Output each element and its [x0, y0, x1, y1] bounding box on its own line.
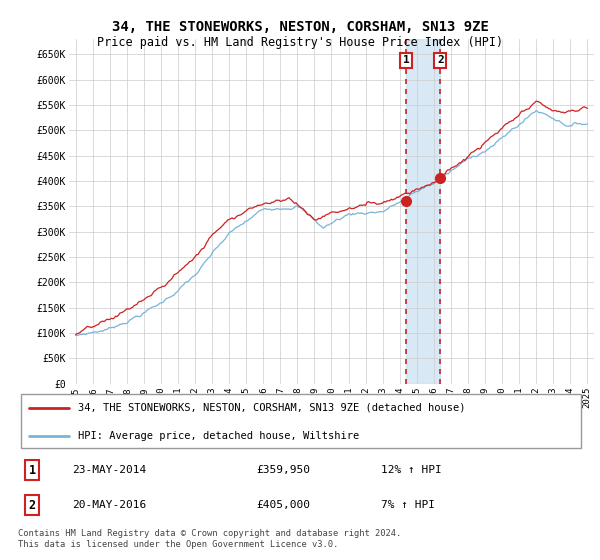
Bar [406, 39, 440, 384]
Text: 34, THE STONEWORKS, NESTON, CORSHAM, SN13 9ZE (detached house): 34, THE STONEWORKS, NESTON, CORSHAM, SN1… [77, 403, 465, 413]
Text: Price paid vs. HM Land Registry's House Price Index (HPI): Price paid vs. HM Land Registry's House … [97, 36, 503, 49]
Text: 7% ↑ HPI: 7% ↑ HPI [381, 500, 435, 510]
Text: Contains HM Land Registry data © Crown copyright and database right 2024.
This d: Contains HM Land Registry data © Crown c… [18, 529, 401, 549]
Text: £405,000: £405,000 [256, 500, 310, 510]
FancyBboxPatch shape [21, 394, 581, 449]
Text: 20-MAY-2016: 20-MAY-2016 [72, 500, 146, 510]
Text: HPI: Average price, detached house, Wiltshire: HPI: Average price, detached house, Wilt… [77, 431, 359, 441]
Text: 12% ↑ HPI: 12% ↑ HPI [381, 465, 442, 475]
Text: £359,950: £359,950 [256, 465, 310, 475]
Text: 23-MAY-2014: 23-MAY-2014 [72, 465, 146, 475]
Text: 34, THE STONEWORKS, NESTON, CORSHAM, SN13 9ZE: 34, THE STONEWORKS, NESTON, CORSHAM, SN1… [112, 20, 488, 34]
Text: 1: 1 [403, 55, 410, 66]
Text: 2: 2 [29, 498, 36, 511]
Text: 1: 1 [29, 464, 36, 477]
Text: 2: 2 [437, 55, 443, 66]
